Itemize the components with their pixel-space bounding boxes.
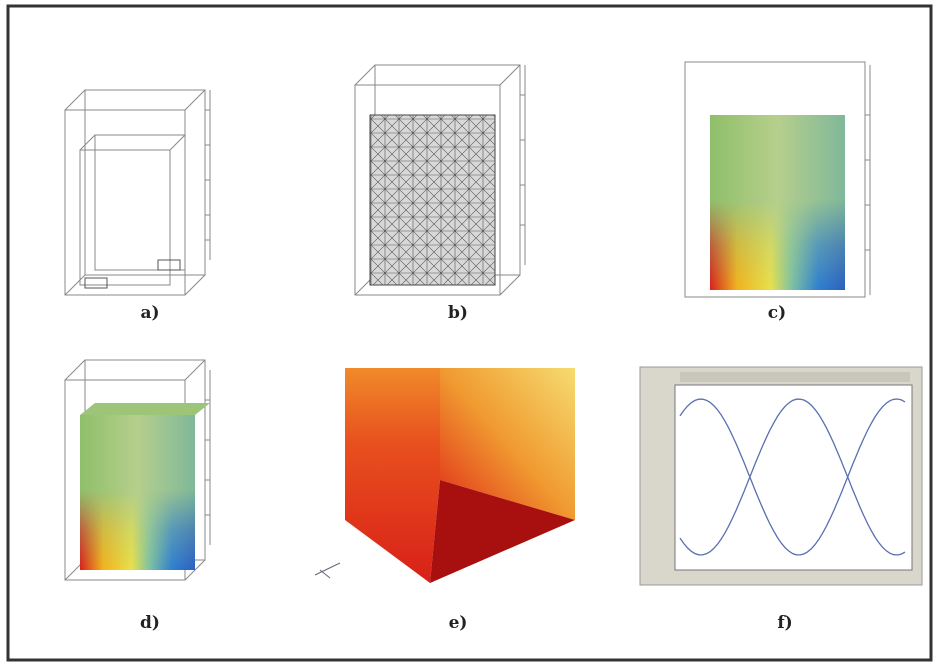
shape: [205, 370, 210, 545]
shape: [675, 385, 912, 570]
panel-a: [65, 90, 210, 295]
shape: [80, 135, 185, 285]
shape: [80, 403, 210, 415]
shape: [315, 563, 340, 578]
panel-label: b): [448, 303, 468, 323]
panel-label: d): [140, 613, 160, 633]
shape: [80, 490, 195, 570]
panel-d: [65, 360, 210, 580]
panel-f: [640, 367, 922, 585]
shape: [85, 278, 107, 288]
shape: [680, 372, 910, 382]
shape: [865, 65, 870, 295]
shape: [520, 65, 525, 265]
shape: [370, 115, 495, 285]
panel-c: [685, 62, 870, 297]
shape: [65, 90, 205, 295]
shape: [710, 200, 845, 290]
shape: [205, 90, 210, 260]
panel-e: [315, 368, 575, 583]
panel-b: [355, 65, 525, 295]
shape: [158, 260, 180, 270]
panel-label: c): [768, 303, 786, 323]
shape: [345, 368, 440, 583]
panel-label: f): [777, 613, 792, 633]
figure: a) b) c) d) e) f): [0, 0, 939, 664]
panel-label: a): [140, 303, 159, 323]
panel-label: e): [449, 613, 468, 633]
